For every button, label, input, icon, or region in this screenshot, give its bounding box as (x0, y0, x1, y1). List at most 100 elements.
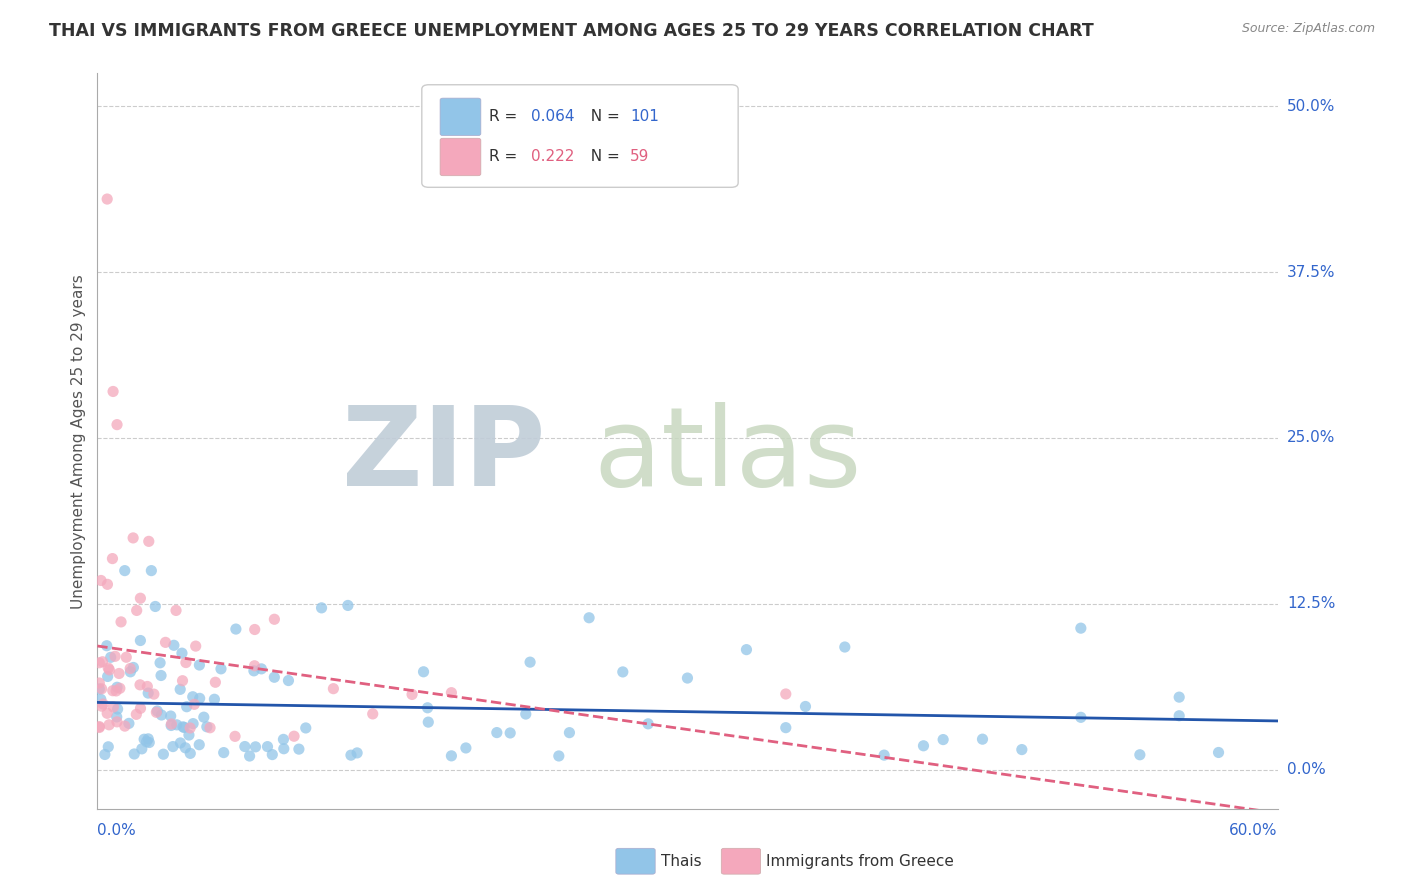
Point (96, 639, 118, 653)
Point (245, 739, 267, 754)
Point (775, 687, 797, 701)
Point (163, 638, 186, 652)
Point (172, 720, 194, 734)
Text: N =: N = (581, 150, 624, 164)
Point (91, 697, 114, 711)
Point (90, 574, 112, 588)
Point (107, 702, 129, 716)
Point (120, 661, 142, 675)
Point (108, 666, 131, 681)
Point (177, 728, 200, 742)
Point (159, 709, 181, 723)
Point (110, 615, 132, 629)
Point (181, 716, 204, 731)
Point (288, 742, 311, 756)
Point (250, 662, 273, 676)
Point (212, 746, 235, 760)
Point (105, 714, 128, 729)
Point (1129, 747, 1152, 762)
Point (225, 622, 247, 636)
Point (340, 748, 363, 763)
Point (179, 721, 201, 735)
Point (336, 599, 359, 613)
Point (558, 725, 581, 739)
Point (143, 599, 166, 614)
Point (322, 681, 344, 696)
Point (873, 748, 896, 763)
Text: 0.064: 0.064 (531, 110, 575, 124)
Text: 59: 59 (630, 150, 650, 164)
Text: 0.0%: 0.0% (97, 822, 136, 838)
Point (1070, 710, 1092, 724)
Point (174, 656, 197, 670)
Point (311, 600, 333, 615)
Point (89, 681, 111, 696)
Text: ZIP: ZIP (343, 402, 546, 509)
Text: R =: R = (489, 110, 523, 124)
Point (188, 691, 211, 706)
Text: 60.0%: 60.0% (1229, 822, 1278, 838)
Point (138, 534, 160, 549)
Point (165, 603, 187, 617)
Point (174, 740, 197, 755)
Point (89, 720, 111, 734)
Point (454, 741, 477, 756)
Point (263, 612, 285, 626)
Point (90, 699, 112, 714)
Point (118, 716, 141, 731)
Point (233, 739, 256, 754)
Point (1070, 621, 1092, 635)
Point (129, 591, 152, 606)
Point (98, 663, 121, 677)
Point (141, 564, 163, 578)
Text: R =: R = (489, 150, 523, 164)
Y-axis label: Unemployment Among Ages 25 to 29 years: Unemployment Among Ages 25 to 29 years (72, 274, 86, 608)
Point (735, 642, 758, 657)
Point (547, 748, 569, 763)
Point (1208, 746, 1230, 760)
Point (173, 721, 195, 735)
Point (105, 680, 128, 694)
Point (131, 742, 153, 756)
Point (198, 721, 221, 735)
Point (578, 611, 600, 625)
Point (176, 699, 198, 714)
Point (94, 747, 117, 762)
Point (1168, 690, 1191, 705)
Text: N =: N = (581, 110, 624, 124)
Point (184, 639, 207, 653)
Point (283, 729, 305, 743)
Text: 12.5%: 12.5% (1286, 596, 1336, 611)
Point (775, 721, 797, 735)
Point (239, 749, 262, 764)
Text: atlas: atlas (593, 402, 862, 509)
Point (499, 726, 522, 740)
Point (401, 688, 423, 702)
Point (146, 704, 169, 718)
Point (202, 692, 225, 706)
Point (122, 531, 145, 545)
Point (243, 623, 266, 637)
Point (416, 700, 439, 714)
Point (972, 732, 994, 747)
Point (263, 670, 285, 684)
Point (91, 655, 114, 669)
Point (129, 678, 152, 692)
Point (224, 729, 246, 743)
Point (273, 732, 295, 747)
Point (115, 650, 138, 665)
Point (122, 747, 145, 761)
Point (204, 675, 226, 690)
Point (142, 687, 165, 701)
Text: 37.5%: 37.5% (1286, 265, 1336, 279)
Point (152, 747, 174, 762)
Point (96, 706, 118, 721)
Point (125, 707, 148, 722)
Point (108, 681, 131, 696)
Point (273, 741, 295, 756)
Point (120, 665, 142, 679)
Point (101, 683, 124, 698)
Point (195, 720, 218, 734)
Point (136, 680, 159, 694)
Point (440, 748, 463, 763)
